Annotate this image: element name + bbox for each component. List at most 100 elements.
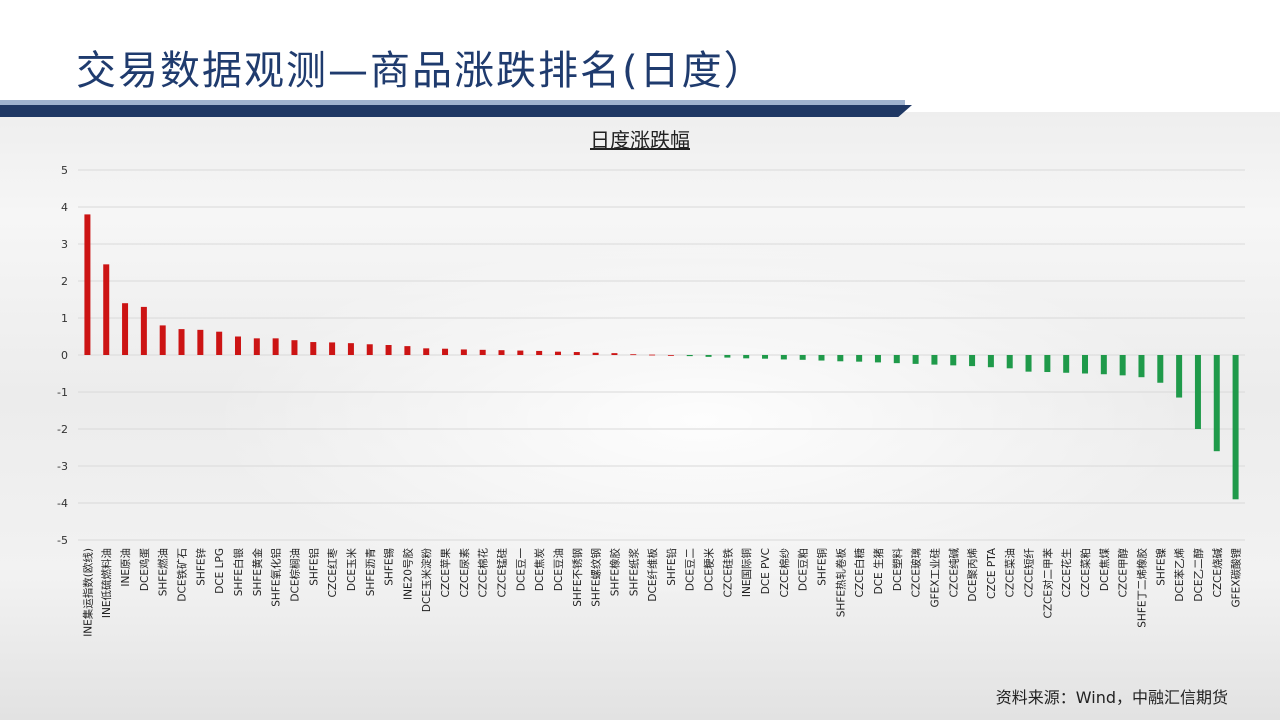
bar xyxy=(762,355,769,359)
bar xyxy=(1138,355,1145,378)
x-tick-label: SHFE燃油 xyxy=(157,548,170,596)
bar xyxy=(724,355,731,358)
x-tick-label: DCE玉米淀粉 xyxy=(420,548,433,613)
header-stripe xyxy=(0,105,912,117)
x-tick-label: DCE豆油 xyxy=(552,548,565,591)
x-tick-label: INE国际铜 xyxy=(741,548,753,597)
bar xyxy=(536,350,543,355)
x-tick-label: SHFE纸浆 xyxy=(627,548,640,597)
y-tick-label: 1 xyxy=(61,312,68,325)
bar xyxy=(780,355,787,360)
header-bar xyxy=(0,0,1280,112)
x-tick-label: DCE豆一 xyxy=(515,548,527,592)
bar xyxy=(216,331,223,355)
y-tick-label: 4 xyxy=(61,201,68,214)
bar xyxy=(874,355,881,363)
x-tick-label: DCE玉米 xyxy=(345,548,358,592)
bar xyxy=(329,342,336,355)
x-tick-label: SHFE铜 xyxy=(816,548,828,586)
y-tick-label: -3 xyxy=(57,460,68,473)
x-tick-label: CZCE硅铁 xyxy=(721,548,734,598)
x-tick-label: CZCE棉纱 xyxy=(778,548,791,598)
x-tick-label: DCE PVC xyxy=(760,548,772,594)
x-tick-label: CZCE甲醇 xyxy=(1117,548,1130,598)
bar xyxy=(140,306,147,355)
x-tick-label: DCE焦煤 xyxy=(1098,548,1111,592)
x-tick-label: CZCE PTA xyxy=(986,547,998,599)
bar xyxy=(837,355,844,362)
x-tick-label: CZCE棉花 xyxy=(477,548,490,598)
x-tick-label: CZCE烧碱 xyxy=(1211,548,1224,598)
bar xyxy=(667,355,674,356)
x-tick-label: CZCE花生 xyxy=(1060,548,1073,598)
bar xyxy=(1063,355,1070,373)
x-tick-label: SHFE丁二烯橡胶 xyxy=(1135,548,1148,628)
bar xyxy=(912,355,919,364)
x-tick-label: SHFE螺纹钢 xyxy=(590,548,603,607)
bar xyxy=(460,349,467,355)
x-tick-label: SHFE橡胶 xyxy=(608,548,621,597)
x-tick-label: SHFE不锈钢 xyxy=(571,548,584,607)
bar xyxy=(366,344,373,355)
x-tick-label: DCE聚丙烯 xyxy=(966,548,979,602)
x-tick-label: DCE豆二 xyxy=(685,548,697,591)
x-tick-label: CZCE对二甲苯 xyxy=(1041,548,1054,619)
bar xyxy=(856,355,863,362)
bar xyxy=(197,329,204,355)
x-tick-label: CZCE短纤 xyxy=(1023,548,1036,598)
x-tick-label: SHFE锌 xyxy=(194,548,207,586)
x-tick-label: GFEX工业硅 xyxy=(928,548,941,608)
bar xyxy=(1119,355,1126,376)
bar xyxy=(893,355,900,364)
bar xyxy=(649,354,656,356)
y-tick-label: 2 xyxy=(61,275,68,288)
bar xyxy=(272,338,279,355)
bar xyxy=(931,355,938,365)
y-tick-label: 5 xyxy=(61,164,68,177)
bar xyxy=(1194,355,1201,429)
x-tick-label: GFEX碳酸锂 xyxy=(1230,548,1243,608)
bar xyxy=(1025,355,1032,372)
x-tick-label: DCE塑料 xyxy=(891,548,904,592)
x-tick-label: INE低硫燃料油 xyxy=(100,548,113,618)
x-tick-label: CZCE苹果 xyxy=(439,548,452,598)
x-tick-label: DCE LPG xyxy=(214,548,226,594)
bar xyxy=(385,345,392,355)
bar xyxy=(799,355,806,360)
bar xyxy=(1082,355,1089,374)
bar xyxy=(310,342,317,355)
x-tick-label: DCE纤维板 xyxy=(646,548,659,602)
bar xyxy=(84,214,91,355)
bar xyxy=(1006,355,1013,369)
bar xyxy=(291,340,298,355)
x-tick-label: DCE粳米 xyxy=(703,548,716,592)
bar xyxy=(253,338,260,355)
y-tick-label: -2 xyxy=(57,423,68,436)
x-tick-label: DCE鸡蛋 xyxy=(138,548,151,592)
bar xyxy=(1100,355,1107,375)
bar xyxy=(743,355,750,359)
x-tick-label: CZCE锰硅 xyxy=(496,548,509,598)
bar xyxy=(404,346,411,355)
bar xyxy=(818,355,825,361)
bar xyxy=(1044,355,1051,373)
x-tick-label: SHFE铝 xyxy=(307,548,320,586)
bar xyxy=(686,355,693,357)
x-tick-label: SHFE沥青 xyxy=(364,548,377,596)
source-note: 资料来源：Wind，中融汇信期货 xyxy=(995,688,1228,707)
bar xyxy=(1232,355,1239,500)
bar xyxy=(347,343,354,355)
x-tick-label: DCE苯乙烯 xyxy=(1173,548,1186,602)
x-tick-label: SHFE铅 xyxy=(665,548,678,586)
bar xyxy=(178,329,185,355)
bar xyxy=(592,352,599,355)
bar xyxy=(159,325,166,355)
x-tick-label: CZCE纯碱 xyxy=(947,548,960,598)
x-tick-label: CZCE玻璃 xyxy=(910,548,923,598)
x-tick-label: SHFE白银 xyxy=(232,548,245,597)
bar xyxy=(122,303,129,355)
x-tick-label: SHFE氧化铝 xyxy=(270,548,283,607)
bar xyxy=(1176,355,1183,398)
x-tick-label: SHFE镍 xyxy=(1154,548,1167,586)
